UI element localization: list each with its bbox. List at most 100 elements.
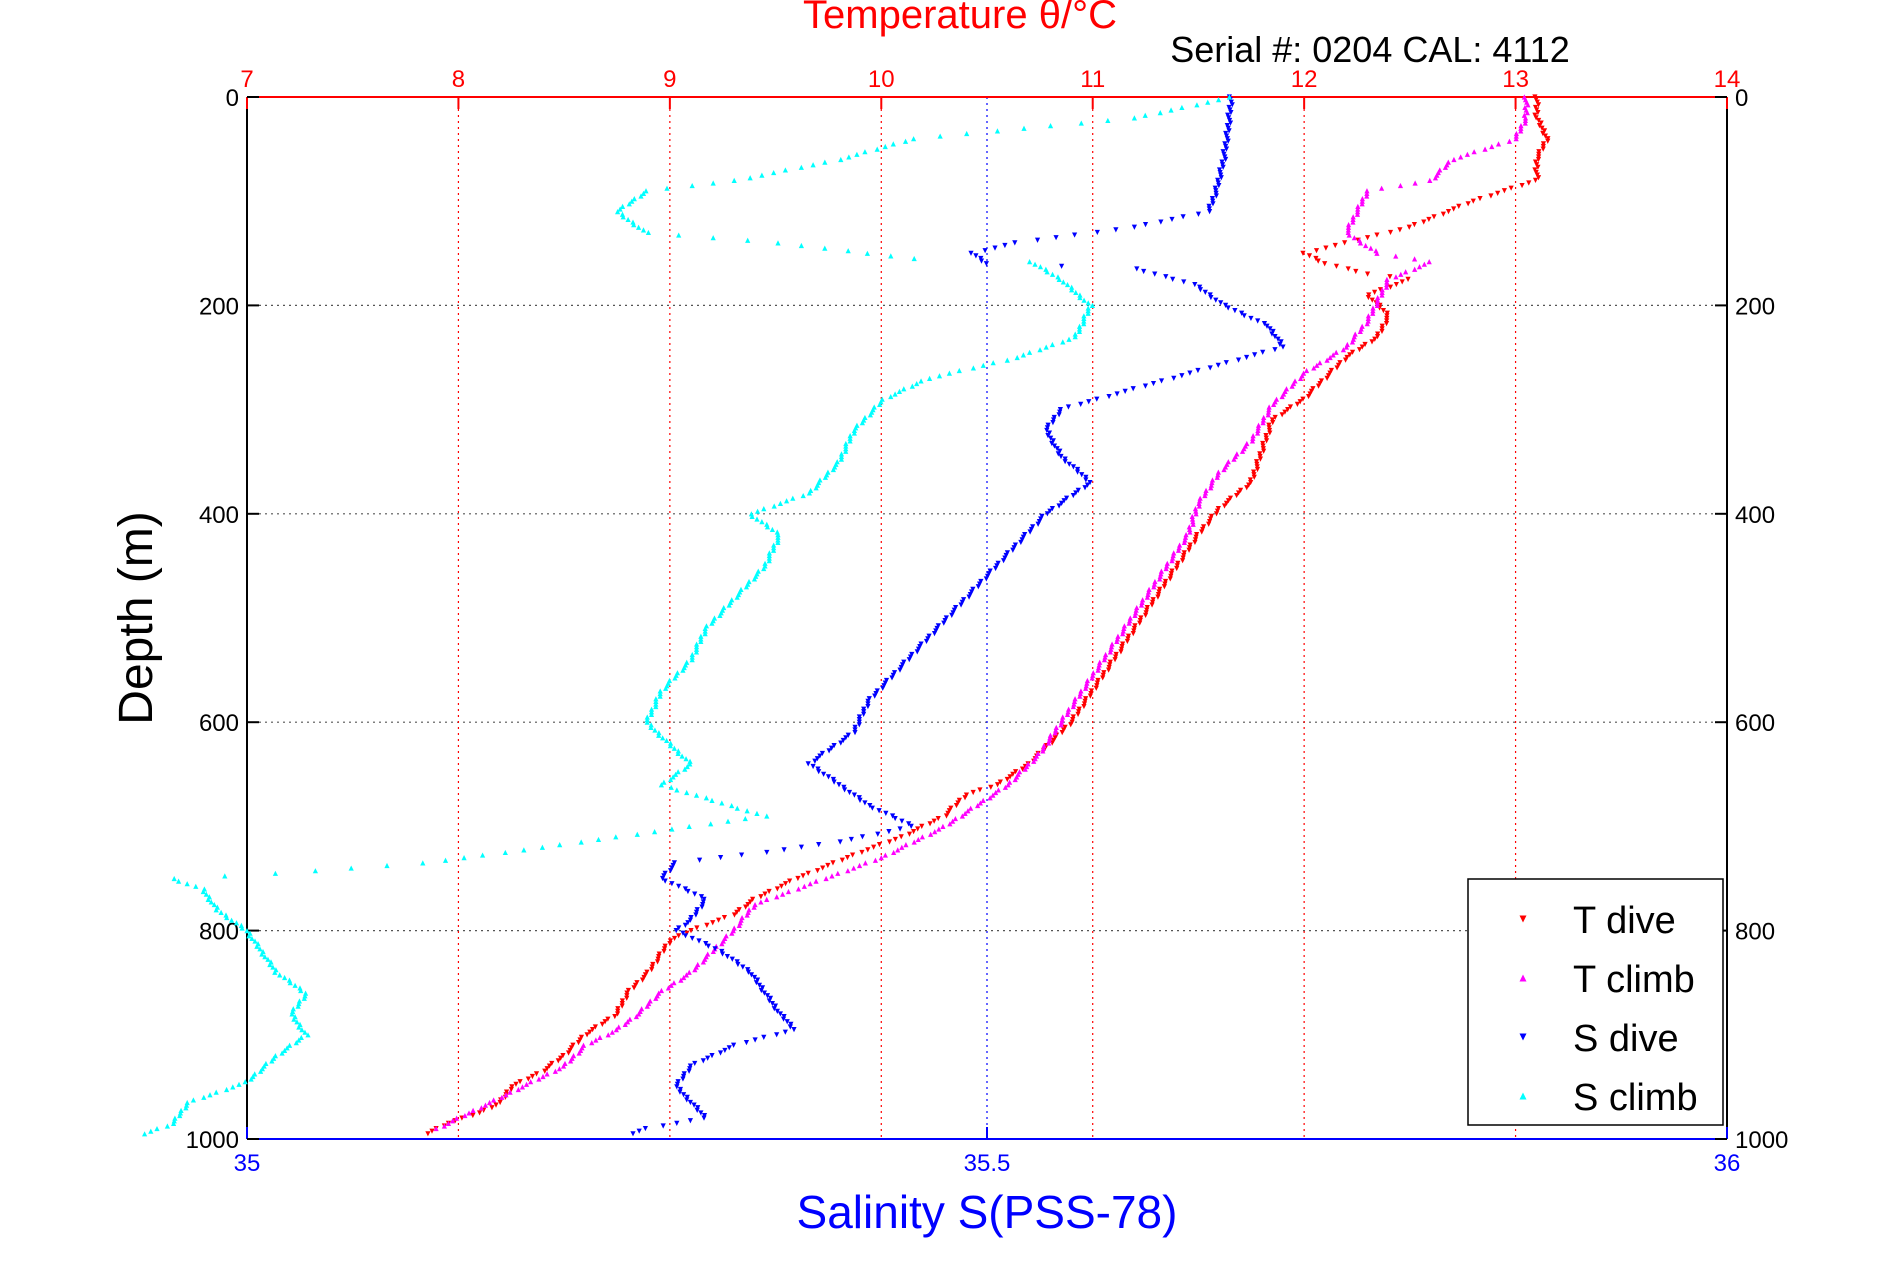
data-point [508, 1086, 514, 1093]
data-point [1208, 513, 1215, 520]
data-point [682, 766, 688, 772]
data-point [1114, 638, 1120, 645]
data-point [1143, 610, 1149, 616]
data-point [1130, 631, 1136, 637]
data-point [1139, 599, 1145, 605]
data-point [882, 852, 888, 858]
data-point [1535, 102, 1542, 108]
data-point [1152, 271, 1158, 277]
data-point [670, 862, 676, 869]
data-point [1002, 555, 1008, 561]
data-point [661, 779, 667, 785]
data-point [978, 578, 984, 585]
data-point [301, 995, 307, 1001]
data-point [1146, 586, 1152, 592]
top-tick-label: 11 [1080, 66, 1105, 93]
data-point [684, 1094, 690, 1100]
data-point [1084, 680, 1090, 686]
data-point [1251, 474, 1257, 480]
data-point [1145, 591, 1151, 598]
data-point [1027, 349, 1033, 355]
data-point [852, 727, 858, 733]
data-point [754, 810, 760, 816]
data-point [1442, 164, 1449, 170]
data-point [1282, 409, 1288, 415]
data-point [1075, 711, 1081, 717]
data-point [995, 560, 1001, 566]
data-point [761, 1034, 767, 1041]
data-point [890, 141, 896, 147]
data-point [807, 881, 813, 887]
data-point [715, 917, 722, 923]
data-point [883, 810, 889, 816]
data-point [700, 901, 706, 908]
data-point [1213, 188, 1219, 194]
data-point [184, 1099, 190, 1106]
data-point [968, 250, 974, 256]
data-point [1040, 745, 1046, 751]
data-point [1072, 232, 1078, 238]
data-point [1364, 235, 1371, 241]
data-point [622, 1021, 628, 1027]
data-point [801, 883, 807, 889]
data-point [1168, 571, 1174, 577]
data-point [1464, 151, 1470, 157]
data-point [624, 993, 630, 999]
data-point [1522, 115, 1529, 121]
data-point [1383, 284, 1390, 290]
data-point [1108, 644, 1115, 650]
data-point [1266, 425, 1272, 431]
data-point [1536, 149, 1542, 155]
data-point [719, 951, 726, 957]
legend-marker [1519, 1092, 1527, 1100]
data-point [918, 378, 924, 384]
data-point [782, 167, 788, 173]
data-point [1196, 500, 1202, 506]
data-point [1264, 323, 1270, 329]
data-point [950, 610, 956, 616]
data-point [1109, 641, 1115, 647]
data-point [1164, 560, 1170, 566]
data-point [1040, 748, 1046, 754]
data-point [1260, 349, 1266, 355]
data-point [649, 967, 655, 973]
data-point [1012, 769, 1019, 775]
data-point [1169, 568, 1175, 574]
data-point [758, 987, 764, 994]
data-point [1356, 347, 1363, 353]
data-point [652, 829, 658, 835]
data-point [1002, 242, 1008, 249]
data-point [1217, 169, 1223, 176]
data-point [927, 375, 933, 381]
data-point [348, 865, 354, 871]
legend-label: S dive [1573, 1018, 1679, 1060]
data-point [1085, 300, 1091, 306]
data-point [1345, 266, 1351, 272]
data-point [662, 943, 668, 949]
data-point [244, 928, 250, 934]
data-point [1305, 393, 1312, 400]
data-point [1536, 117, 1542, 124]
data-point [1223, 302, 1229, 308]
data-point [1332, 242, 1338, 249]
data-point [1058, 453, 1064, 460]
data-point [1055, 451, 1061, 457]
data-point [1545, 136, 1551, 142]
data-point [745, 237, 751, 243]
data-point [605, 1032, 611, 1038]
data-point [1192, 505, 1199, 512]
data-point [1219, 162, 1226, 168]
data-point [681, 974, 687, 981]
data-point [634, 980, 640, 986]
data-point [489, 1105, 495, 1111]
data-point [478, 1105, 484, 1111]
data-point [497, 1099, 503, 1106]
data-point [1051, 737, 1057, 744]
data-point [1426, 216, 1432, 223]
data-point [1379, 323, 1385, 329]
data-point [766, 552, 772, 559]
data-point [294, 1019, 300, 1025]
data-point [766, 550, 772, 556]
data-point [775, 539, 781, 546]
data-point [1477, 195, 1483, 202]
